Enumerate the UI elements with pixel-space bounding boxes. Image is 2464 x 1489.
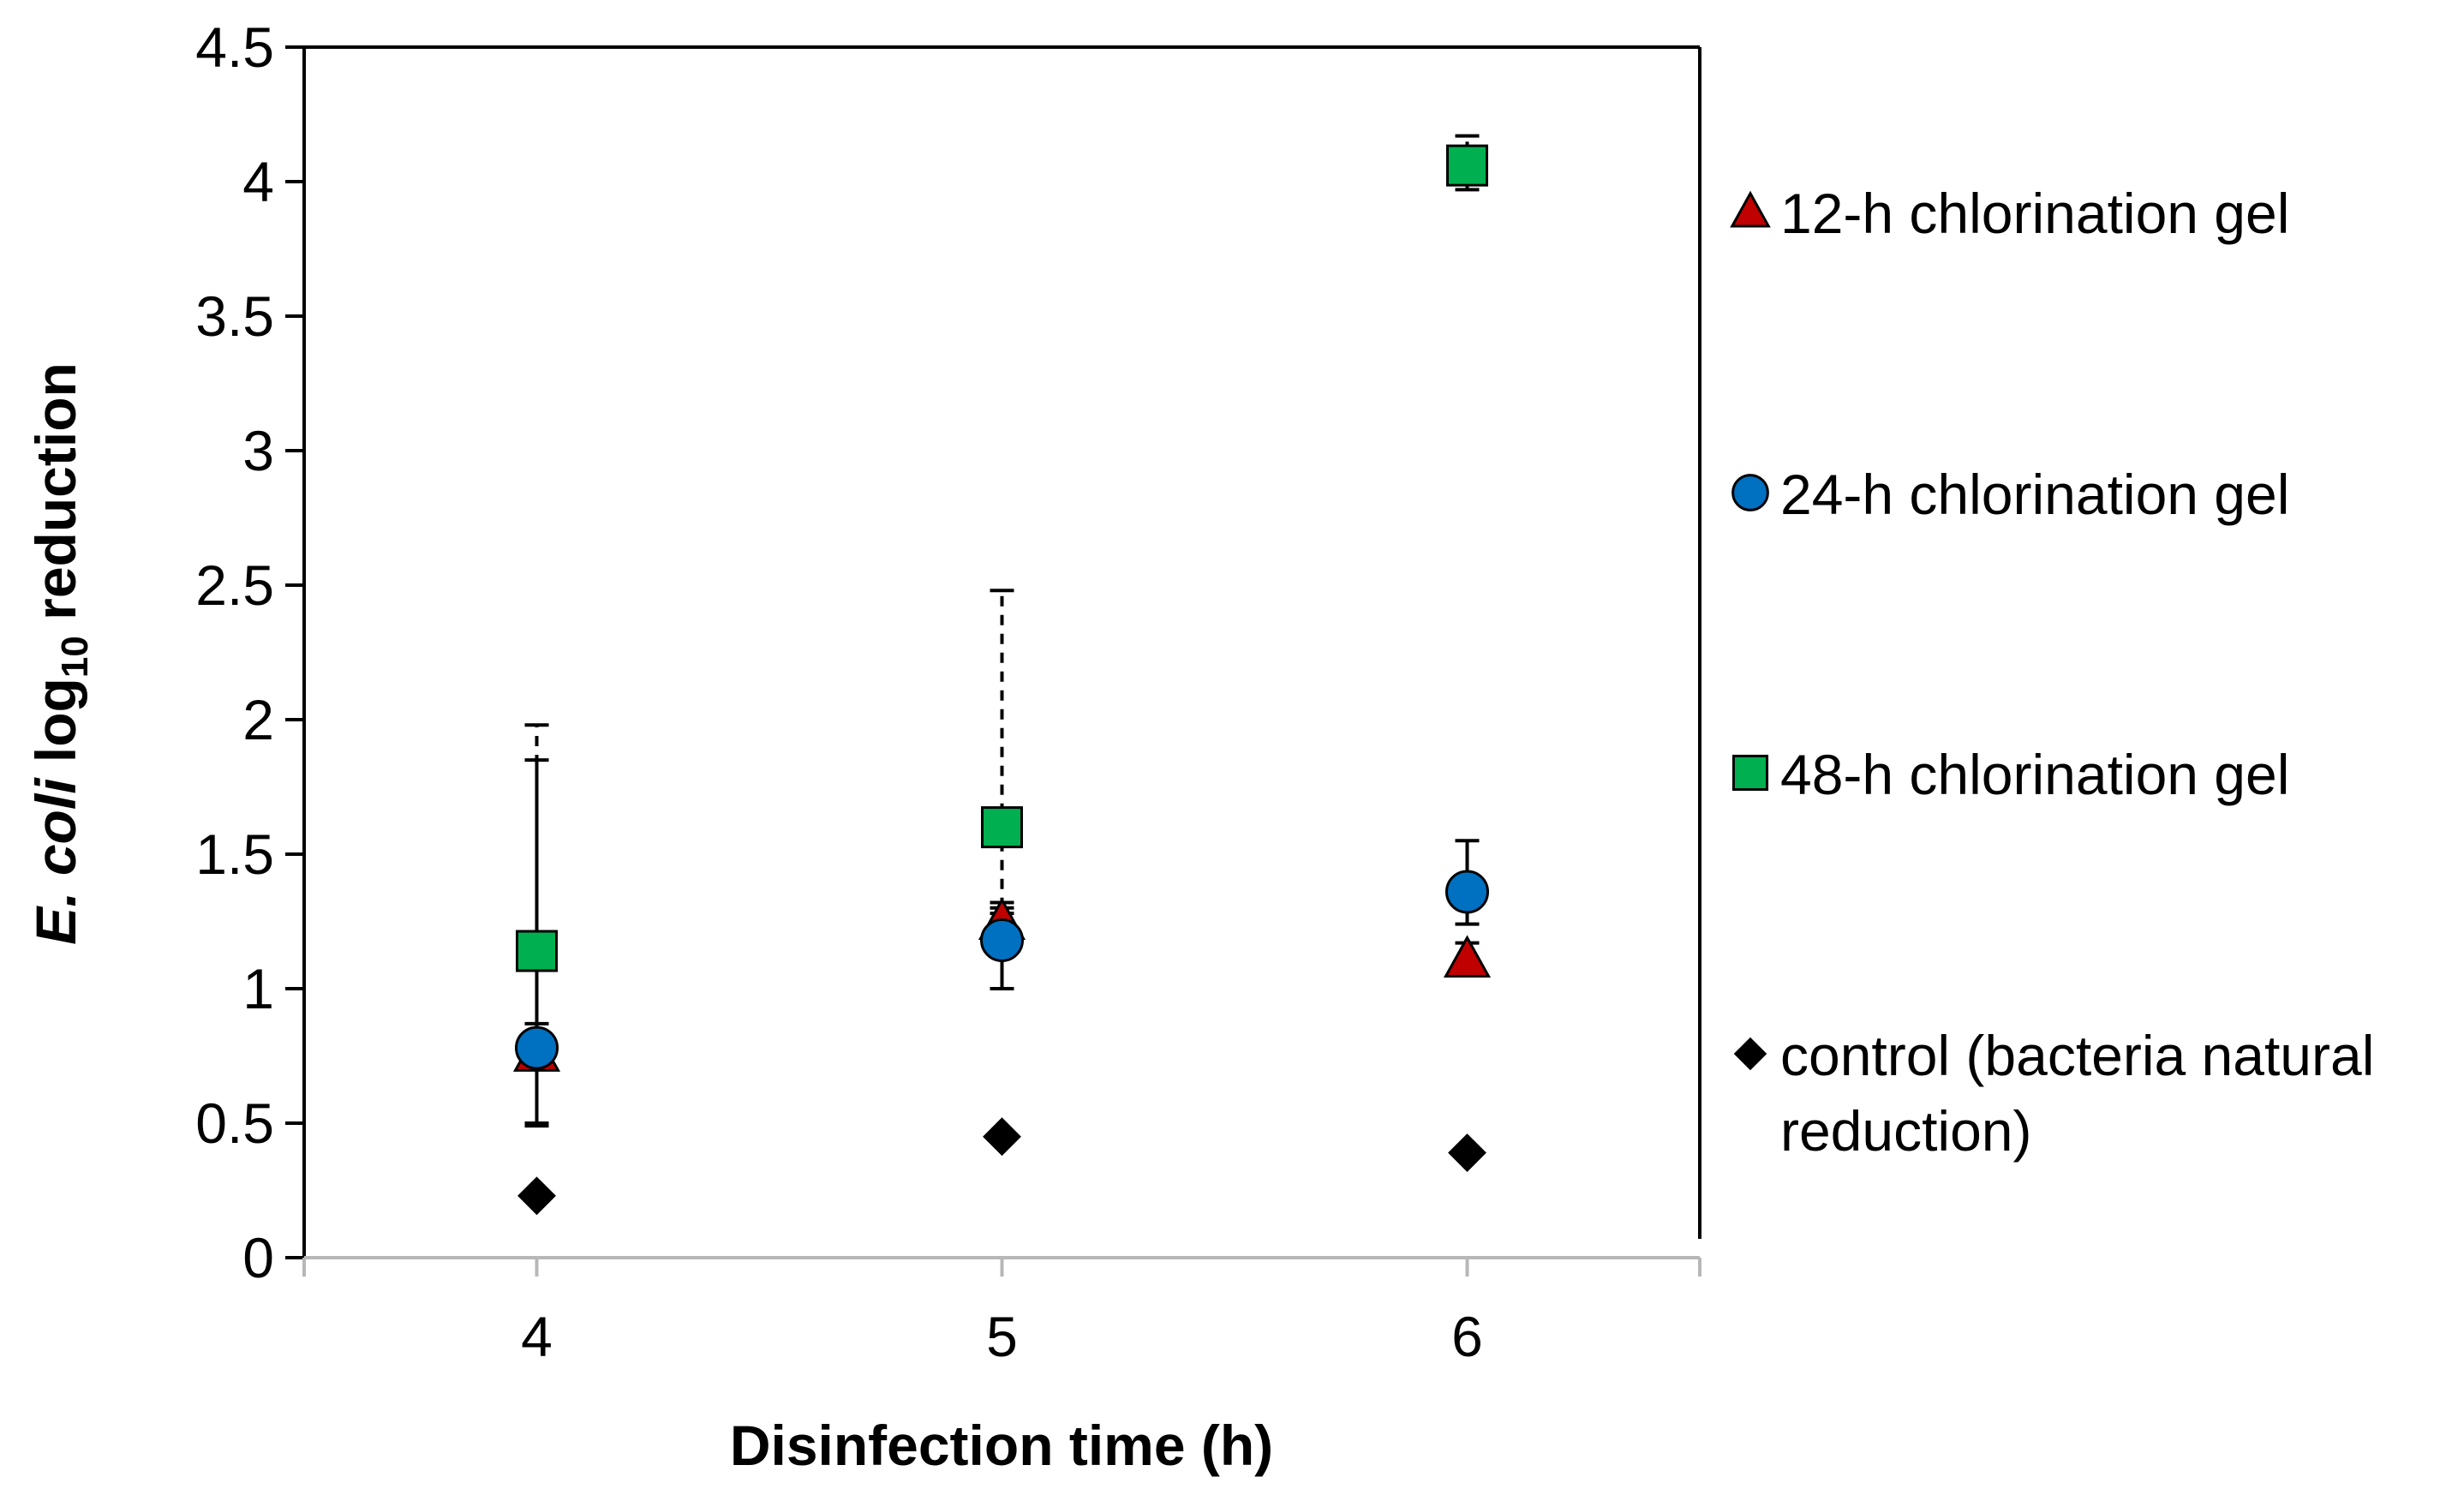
- legend-marker-square: [1731, 754, 1769, 792]
- legend-label: 12-h chlorination gel: [1780, 182, 2289, 245]
- y-tick-label: 3: [242, 419, 274, 482]
- y-tick-label: 1: [242, 957, 274, 1020]
- legend-item: 12-h chlorination gel: [1730, 182, 2289, 245]
- legend-marker-triangle: [1730, 190, 1771, 228]
- legend: 12-h chlorination gel 24-h chlorination g…: [1730, 182, 2374, 1163]
- data-point-triangle: [1443, 935, 1492, 978]
- y-tick-label: 1.5: [195, 822, 274, 886]
- y-tick-label: 2: [242, 688, 274, 751]
- legend-marker-circle: [1731, 474, 1769, 511]
- data-point-diamond: [1448, 1133, 1486, 1172]
- legend-label: 24-h chlorination gel: [1780, 463, 2289, 526]
- legend-label: reduction): [1780, 1099, 2032, 1163]
- data-point-diamond: [517, 1176, 556, 1216]
- y-tick-label: 3.5: [195, 284, 274, 348]
- data-point-square: [981, 806, 1023, 849]
- y-tick-label: 0: [242, 1226, 274, 1289]
- legend-item: 24-h chlorination gel: [1731, 463, 2289, 526]
- x-tick-label: 5: [986, 1305, 1018, 1368]
- data-point-diamond: [983, 1117, 1021, 1157]
- y-axis-ticks: 0 0.5 1 1.5 2 2.5 3 3.5 4 4.5: [195, 15, 304, 1289]
- error-bar: [990, 589, 1014, 910]
- error-bars: [524, 134, 1480, 1128]
- legend-label: 48-h chlorination gel: [1780, 743, 2289, 806]
- y-axis-title-log: log: [24, 678, 87, 762]
- legend-item: 48-h chlorination gel: [1731, 743, 2289, 806]
- data-point-circle: [980, 918, 1024, 962]
- legend-label: control (bacteria natural: [1780, 1024, 2374, 1087]
- legend-item: control (bacteria natural reduction): [1733, 1024, 2374, 1163]
- legend-marker-diamond: [1733, 1037, 1767, 1071]
- data-markers: [512, 144, 1492, 1216]
- data-point-square: [516, 930, 558, 972]
- y-axis-title-subscript: 10: [54, 636, 96, 678]
- y-tick-label: 0.5: [195, 1091, 274, 1155]
- plot-frame: [302, 45, 1701, 1259]
- y-tick-label: 4.5: [195, 15, 274, 79]
- x-axis-title: Disinfection time (h): [730, 1414, 1273, 1477]
- y-axis-title-italic: E. coli: [24, 777, 87, 945]
- y-axis-title-rest: reduction: [24, 362, 87, 620]
- data-point-circle: [1445, 870, 1489, 914]
- y-axis-title: E. coli log10 reduction: [24, 362, 96, 945]
- data-point-circle: [515, 1026, 559, 1070]
- x-axis-ticks: 4 5 6: [302, 1258, 1701, 1368]
- x-tick-label: 4: [521, 1305, 553, 1368]
- data-point-square: [1446, 144, 1488, 187]
- x-tick-label: 6: [1451, 1305, 1483, 1368]
- y-tick-label: 4: [242, 150, 274, 213]
- y-tick-label: 2.5: [195, 553, 274, 617]
